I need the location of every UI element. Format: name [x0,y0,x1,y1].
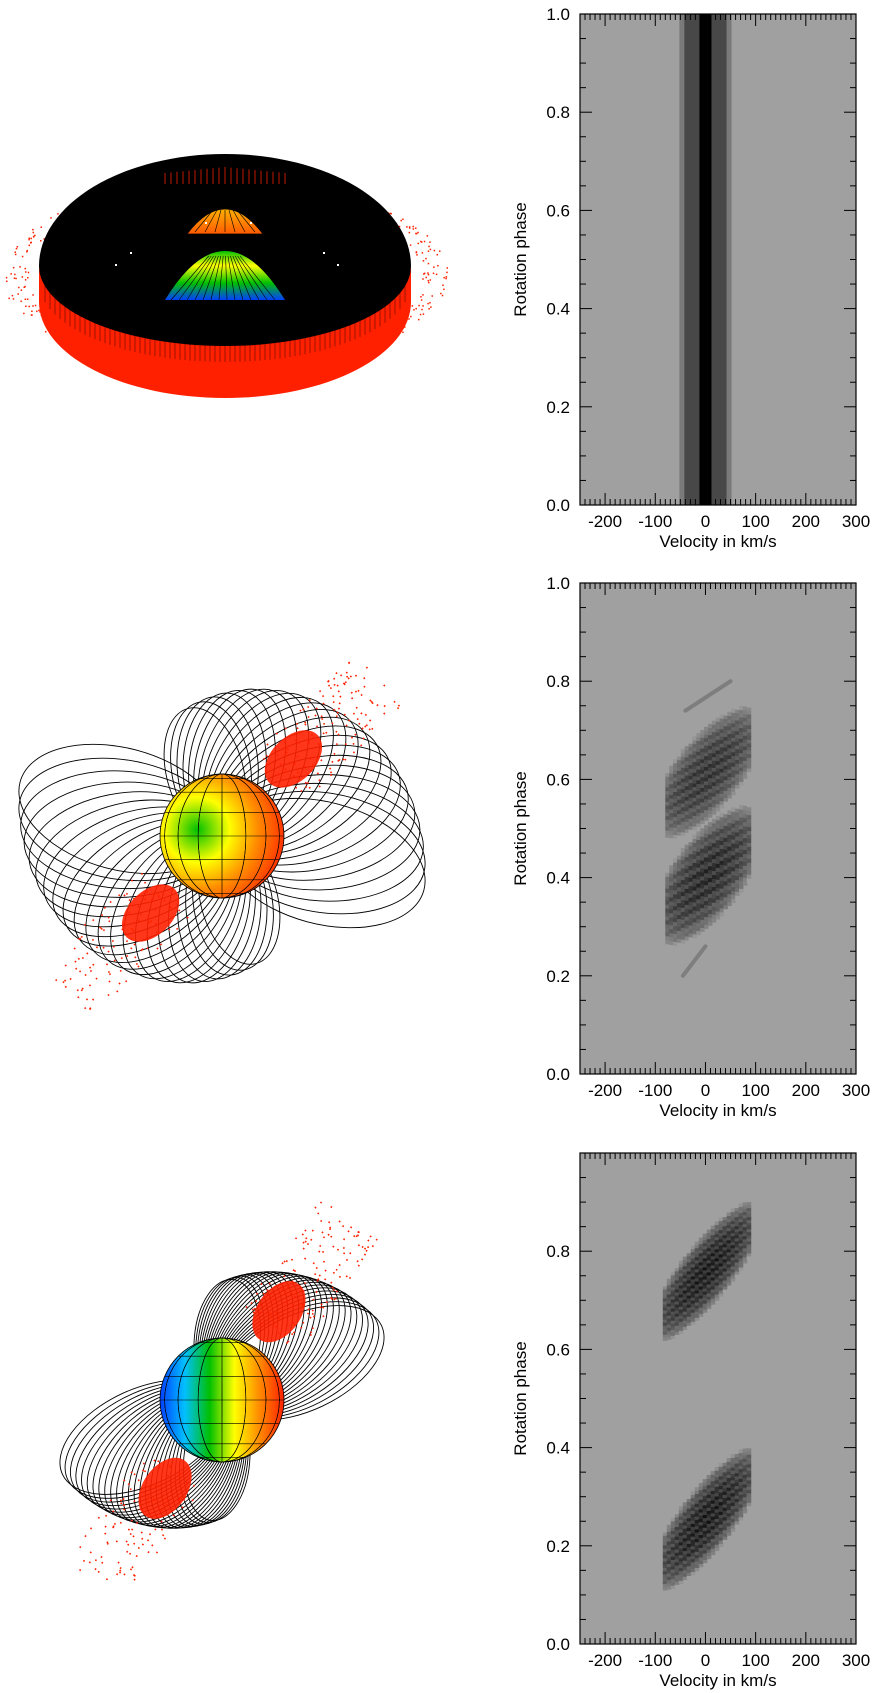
x-axis-label: Velocity in km/s [659,1101,776,1120]
x-tick-label: 300 [842,512,870,531]
red-cluster [252,1281,306,1343]
absorption-feature-0 [665,703,752,842]
y-tick-label: 0.2 [546,1537,570,1556]
star-equator-dome [165,251,285,300]
dynamic-spectrum-chart-middle: -200 -100 0 100 200 300 0.0 0.2 0.4 0.6 0.8 1.0 Velo… [511,574,870,1120]
x-tick-label: -100 [638,1651,672,1670]
y-axis-label: Rotation phase [511,771,530,885]
x-tick-label: 0 [701,1081,710,1100]
y-tick-label: 0.0 [546,496,570,515]
y-tick-label: 0.6 [546,1340,570,1359]
y-tick-label: 0.4 [546,300,570,319]
y-tick-label: 1.0 [546,5,570,24]
x-tick-label: -200 [588,1081,622,1100]
x-tick-label: 0 [701,512,710,531]
x-tick-label: 300 [842,1081,870,1100]
dynamic-spectrum-chart-bottom: -200 -100 0 100 200 300 0.0 0.2 0.4 0.6 0.8 Velocit… [511,1152,870,1690]
y-axis-label: Rotation phase [511,202,530,316]
absorption-feature-1 [665,802,752,949]
y-tick-label: 0.6 [546,770,570,789]
x-tick-label: 0 [701,1651,710,1670]
y-tick-label: 0.8 [546,103,570,122]
x-tick-label: 100 [741,1651,769,1670]
red-cluster [121,884,180,942]
faint-streak-2 [683,679,733,713]
tilted-loops-illustration [18,661,426,1011]
red-cluster [138,1457,192,1519]
y-tick-label: 0.0 [546,1635,570,1654]
x-tick-label: 100 [741,512,769,531]
disk-back-lines [164,167,286,184]
absorption-feature-0 [662,1198,752,1344]
x-tick-label: -100 [638,1081,672,1100]
y-tick-label: 0.6 [546,201,570,220]
y-tick-label: 0.8 [546,672,570,691]
x-tick-label: 200 [792,512,820,531]
x-tick-label: 200 [792,1081,820,1100]
x-tick-label: -100 [638,512,672,531]
dynamic-spectrum-chart-top: -200 -100 0 100 200 300 0.0 0.2 0.4 0.6 0.8 1.0 Velo… [511,5,870,551]
y-tick-label: 0.8 [546,1242,570,1261]
x-tick-label: 200 [792,1651,820,1670]
y-tick-label: 0.0 [546,1065,570,1084]
y-tick-label: 0.2 [546,398,570,417]
x-tick-label: -200 [588,512,622,531]
star-sphere [159,1337,285,1463]
y-tick-label: 0.4 [546,1439,570,1458]
oblique-loops-illustration [59,1201,385,1581]
x-axis-label: Velocity in km/s [659,1671,776,1690]
star-sphere [159,773,285,899]
x-tick-label: -200 [588,1651,622,1670]
absorption-feature-1 [662,1444,752,1594]
x-tick-label: 100 [741,1081,769,1100]
faint-streak-3 [680,944,708,978]
disk-magnetosphere-illustration [5,154,449,398]
x-axis-label: Velocity in km/s [659,532,776,551]
red-cluster [264,730,323,788]
line-profile-band-2 [699,14,712,505]
y-tick-label: 0.4 [546,869,570,888]
y-tick-label: 1.0 [546,574,570,593]
x-tick-label: 300 [842,1651,870,1670]
y-tick-label: 0.2 [546,967,570,986]
y-axis-label: Rotation phase [511,1341,530,1455]
